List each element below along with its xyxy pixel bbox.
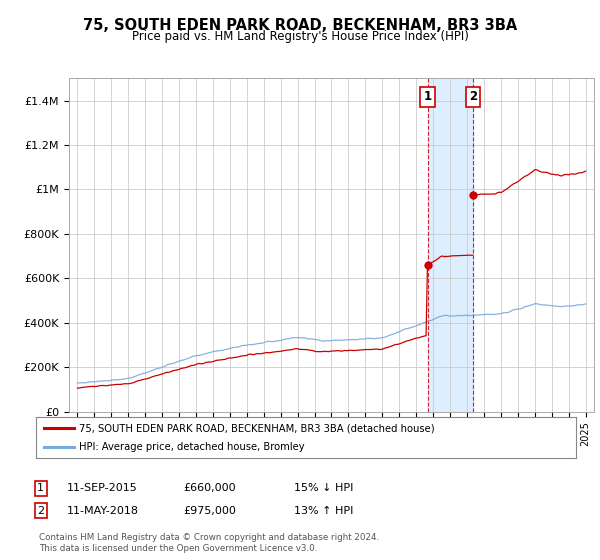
Text: Price paid vs. HM Land Registry's House Price Index (HPI): Price paid vs. HM Land Registry's House …: [131, 30, 469, 43]
Text: 13% ↑ HPI: 13% ↑ HPI: [294, 506, 353, 516]
Text: 15% ↓ HPI: 15% ↓ HPI: [294, 483, 353, 493]
Text: HPI: Average price, detached house, Bromley: HPI: Average price, detached house, Brom…: [79, 442, 305, 451]
Text: 75, SOUTH EDEN PARK ROAD, BECKENHAM, BR3 3BA: 75, SOUTH EDEN PARK ROAD, BECKENHAM, BR3…: [83, 18, 517, 33]
Text: 2: 2: [37, 506, 44, 516]
Text: 2: 2: [469, 90, 477, 103]
Text: Contains HM Land Registry data © Crown copyright and database right 2024.: Contains HM Land Registry data © Crown c…: [39, 533, 379, 542]
Text: This data is licensed under the Open Government Licence v3.0.: This data is licensed under the Open Gov…: [39, 544, 317, 553]
Text: 1: 1: [424, 90, 432, 103]
Text: 11-SEP-2015: 11-SEP-2015: [67, 483, 138, 493]
Text: 75, SOUTH EDEN PARK ROAD, BECKENHAM, BR3 3BA (detached house): 75, SOUTH EDEN PARK ROAD, BECKENHAM, BR3…: [79, 423, 435, 433]
Text: 1: 1: [37, 483, 44, 493]
Text: 11-MAY-2018: 11-MAY-2018: [67, 506, 139, 516]
Bar: [428, 78, 473, 412]
Text: £660,000: £660,000: [183, 483, 236, 493]
Text: £975,000: £975,000: [183, 506, 236, 516]
